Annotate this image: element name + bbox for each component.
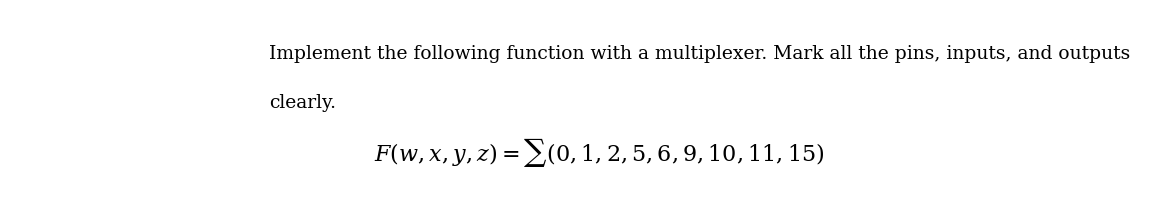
Text: Implement the following function with a multiplexer. Mark all the pins, inputs, : Implement the following function with a …: [269, 45, 1130, 63]
Text: $F(w, x, y, z) = \sum(0, 1, 2, 5, 6, 9, 10, 11, 15)$: $F(w, x, y, z) = \sum(0, 1, 2, 5, 6, 9, …: [374, 137, 825, 169]
Text: clearly.: clearly.: [269, 94, 336, 112]
